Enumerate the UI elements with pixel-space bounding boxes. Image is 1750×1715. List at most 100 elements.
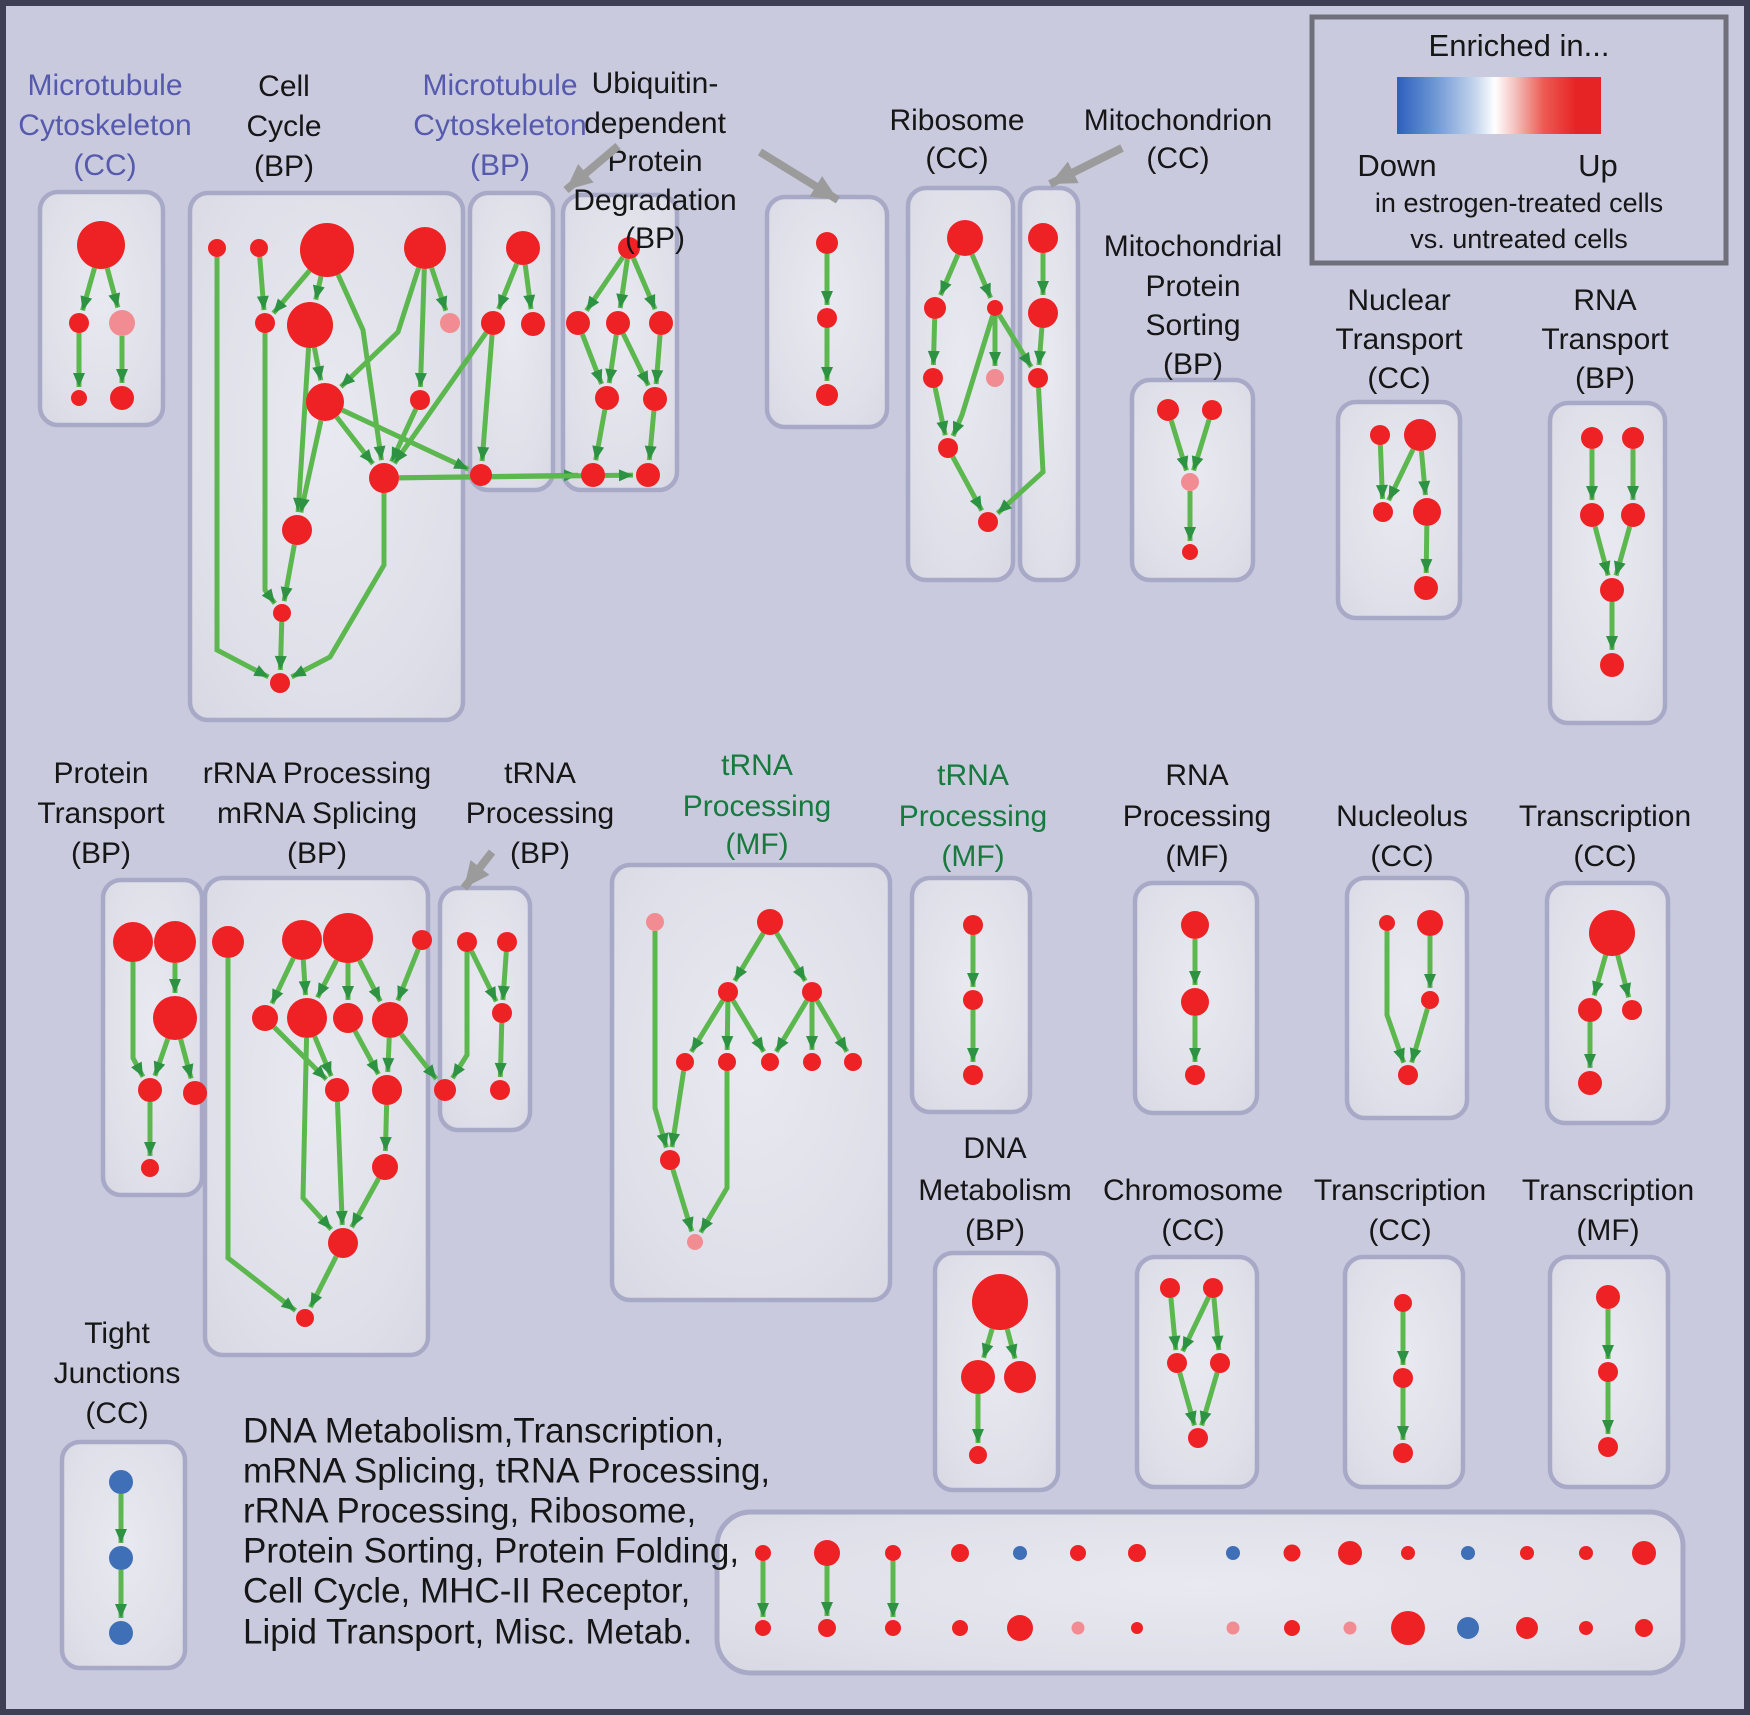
matrix-node-top: [1520, 1546, 1534, 1560]
edge-mito-protein-sorting: [1191, 418, 1212, 472]
go-term-node: [497, 932, 517, 952]
edge-trna-mf-large: [814, 999, 850, 1053]
edge-microtubule-bp: [496, 262, 520, 311]
edge-ubiquitin-bp: [631, 257, 658, 311]
edge-transcription-cc-top: [1615, 954, 1632, 999]
edge-rrna-mrna: [300, 1037, 334, 1232]
go-term-node: [1596, 1285, 1620, 1309]
go-term-node: [1580, 503, 1604, 527]
go-term-node: [1160, 1278, 1180, 1298]
misc-category-text-line: DNA Metabolism,Transcription,: [243, 1411, 724, 1450]
edge-ubiquitin-bp: [616, 258, 630, 309]
edge-nuclear-transport: [1386, 448, 1416, 502]
go-term-node: [643, 387, 667, 411]
cluster-label-mito-protein-sorting: Sorting: [1145, 309, 1240, 342]
cluster-label-nuclear-transport: Transport: [1335, 323, 1463, 356]
go-term-node: [718, 982, 738, 1002]
matrix-node-bottom: [755, 1620, 771, 1636]
legend-down-label: Down: [1357, 148, 1436, 183]
cluster-label-nucleolus: Nucleolus: [1336, 800, 1468, 833]
cross-edge-arrow: [392, 331, 489, 465]
edge-rrna-mrna: [298, 959, 311, 996]
matrix-node-top: [951, 1544, 969, 1562]
edge-trna-mf-large: [732, 931, 766, 983]
go-term-node: [802, 982, 822, 1002]
go-term-node: [492, 1003, 512, 1023]
cluster-label-transcription-cc-top: Transcription: [1519, 800, 1691, 833]
matrix-node-top: [1632, 1541, 1656, 1565]
go-term-node: [282, 920, 322, 960]
go-term-node: [618, 237, 640, 259]
go-term-node: [1598, 1437, 1618, 1457]
edge-cell-cycle: [261, 333, 277, 605]
matrix-node-bottom: [1071, 1621, 1085, 1635]
edge-chromosome: [1177, 1371, 1197, 1427]
go-term-node: [938, 438, 958, 458]
edge-rna-transport: [1592, 525, 1611, 577]
edge-rrna-mrna: [349, 1177, 381, 1229]
go-term-node: [110, 386, 134, 410]
go-term-node: [287, 302, 333, 348]
go-term-node: [1370, 425, 1390, 445]
go-term-node: [947, 220, 983, 256]
go-term-node: [963, 1065, 983, 1085]
edge-protein-transport: [178, 1038, 194, 1080]
cluster-label-rna-processing-mf: Processing: [1123, 800, 1271, 833]
edge-cell-cycle: [297, 420, 324, 513]
edge-microtubule-cc: [80, 267, 97, 312]
go-term-node: [803, 1053, 821, 1071]
edge-chromosome: [1199, 1371, 1220, 1427]
go-term-node: [296, 1309, 314, 1327]
cluster-label-transcription-cc-bottom: (CC): [1368, 1214, 1431, 1247]
cluster-label-trna-bp: (BP): [510, 837, 570, 870]
matrix-node-top: [1338, 1541, 1362, 1565]
matrix-node-top: [1128, 1544, 1146, 1562]
cluster-label-rrna-mrna: (BP): [287, 837, 347, 870]
cluster-label-nuclear-transport: (CC): [1367, 362, 1430, 395]
go-term-node: [1181, 473, 1199, 491]
go-term-node: [963, 915, 983, 935]
go-term-node: [1598, 1362, 1618, 1382]
cluster-box-ubiquitin-bp: [560, 192, 680, 493]
go-term-node: [978, 512, 998, 532]
cluster-label-microtubule-cc: Cytoskeleton: [18, 109, 191, 142]
go-term-node: [636, 463, 660, 487]
cluster-box-microtubule-cc: [37, 189, 166, 428]
edge-protein-transport: [152, 1037, 171, 1077]
cluster-label-trna-mf-large: (MF): [725, 828, 788, 861]
callout-arrow-icon: [563, 142, 621, 194]
misc-category-text-line: Protein Sorting, Protein Folding,: [243, 1531, 739, 1570]
go-term-node: [1028, 223, 1058, 253]
go-term-node: [457, 932, 477, 952]
edge-ubiquitin-bp: [644, 410, 657, 461]
cluster-label-trna-mf-large: tRNA: [721, 749, 793, 782]
go-term-node: [1182, 544, 1198, 560]
go-term-node: [1181, 911, 1209, 939]
go-term-node: [521, 312, 545, 336]
edge-cell-cycle: [280, 544, 297, 602]
edge-cell-cycle: [256, 256, 269, 311]
edge-trna-mf-large: [731, 999, 766, 1053]
go-term-node: [109, 310, 135, 336]
cluster-label-ribosome-cc: (CC): [925, 142, 988, 175]
edge-cell-cycle: [271, 268, 312, 315]
edge-dna-metabolism: [1004, 1328, 1018, 1360]
cluster-label-nuclear-transport: Nuclear: [1347, 284, 1450, 317]
edge-nuclear-transport: [1375, 444, 1388, 500]
go-term-node: [270, 673, 290, 693]
cluster-label-mitochondrion-cc: (CC): [1146, 142, 1209, 175]
go-term-node: [109, 1470, 133, 1494]
edge-trna-bp: [494, 1022, 507, 1078]
go-term-node: [1379, 915, 1395, 931]
edge-cell-cycle: [293, 347, 312, 513]
edge-trna-mf-large: [668, 1070, 687, 1148]
edge-cell-cycle: [274, 621, 287, 671]
edge-chromosome: [1168, 1297, 1181, 1351]
go-term-node: [252, 1005, 278, 1031]
go-term-node: [1417, 910, 1443, 936]
cross-edge-arrow: [341, 407, 470, 472]
edge-rrna-mrna: [395, 948, 421, 1002]
matrix-node-bottom: [818, 1619, 836, 1637]
cluster-label-ubiquitin-bp: (BP): [625, 222, 685, 255]
go-term-node: [325, 1078, 349, 1102]
